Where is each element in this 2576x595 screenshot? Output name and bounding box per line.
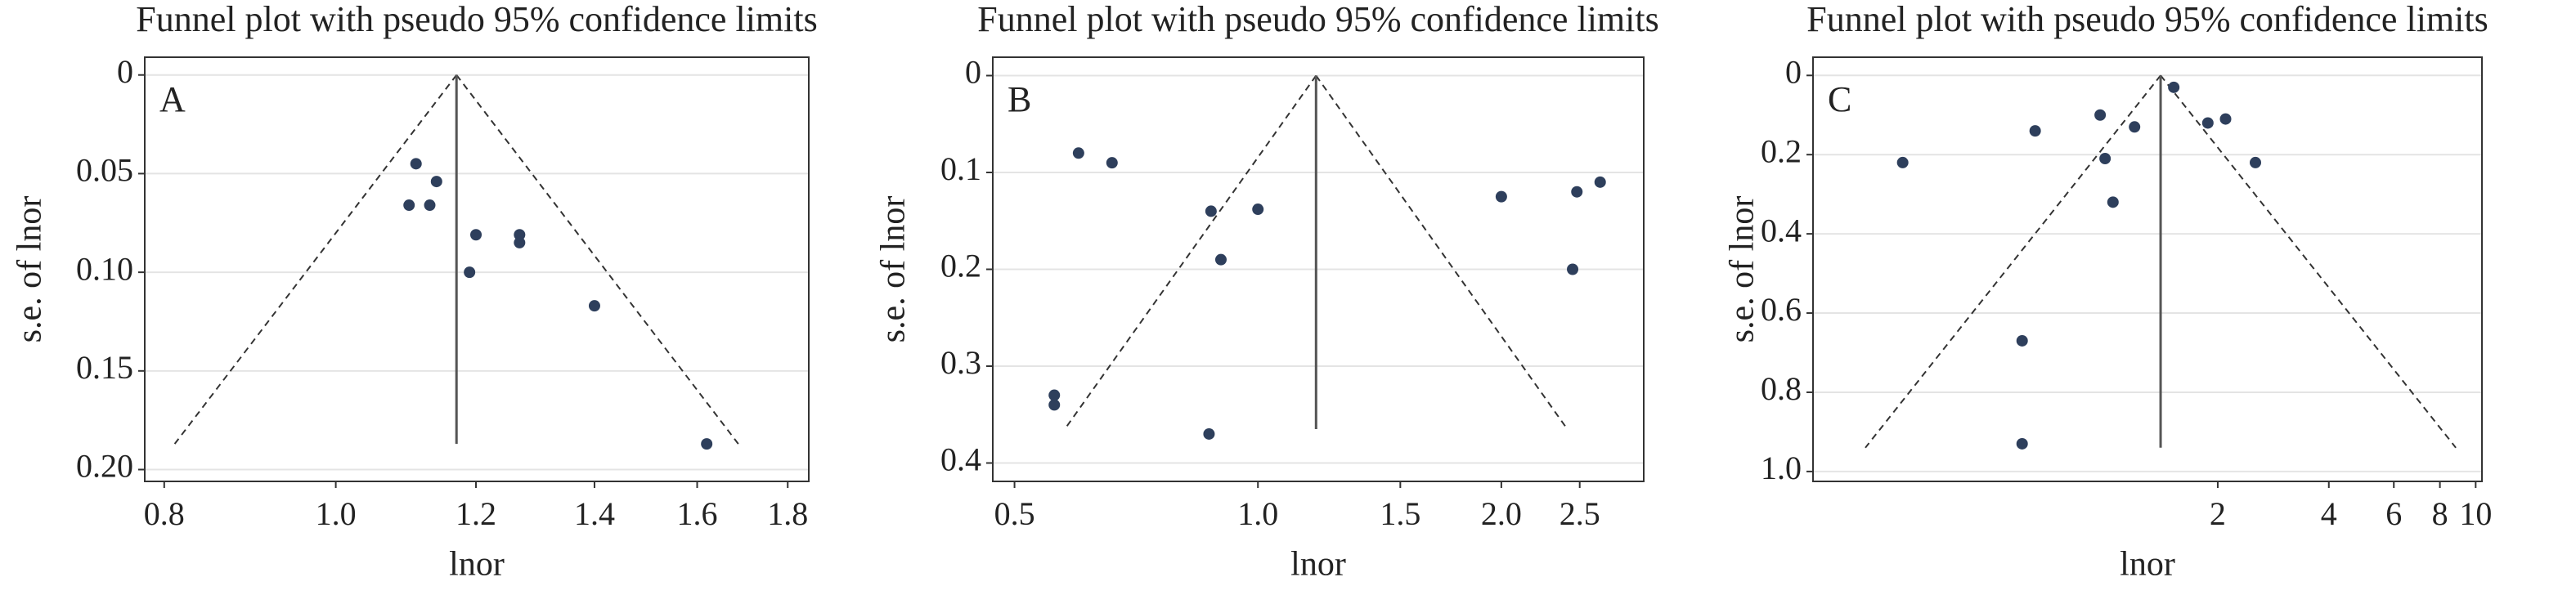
y-tick-label: 0.6 xyxy=(1761,291,1802,328)
funnel-limit xyxy=(173,74,458,445)
chart-title: Funnel plot with pseudo 95% confidence l… xyxy=(136,0,817,39)
study-point xyxy=(1203,427,1215,440)
study-point xyxy=(403,199,415,212)
plot-frame xyxy=(144,56,810,482)
funnel-limit xyxy=(1064,74,1317,430)
study-point xyxy=(1214,253,1227,266)
x-tick-label: 10 xyxy=(2459,495,2492,532)
x-tick-label: 1.0 xyxy=(316,495,357,532)
y-axis-label: s.e. of lnor xyxy=(1724,196,1761,343)
study-point xyxy=(1567,263,1579,275)
y-tick-label: 1.0 xyxy=(1761,450,1802,486)
study-point xyxy=(2094,109,2107,121)
study-point xyxy=(2016,437,2028,450)
x-tick-label: 0.5 xyxy=(994,495,1035,532)
study-point xyxy=(1205,205,1217,217)
y-tick-label: 0.2 xyxy=(940,248,981,284)
study-point xyxy=(2107,196,2119,208)
x-tick-label: 1.2 xyxy=(456,495,496,532)
x-tick-label: 2.0 xyxy=(1481,495,1522,532)
study-point xyxy=(2129,121,2141,133)
y-tick-label: 0 xyxy=(117,53,133,90)
funnel-limit xyxy=(456,74,739,445)
study-point xyxy=(514,236,526,248)
x-tick-label: 1.5 xyxy=(1380,495,1420,532)
x-tick-label: 1.8 xyxy=(767,495,808,532)
y-axis-label: s.e. of lnor xyxy=(11,196,49,343)
y-tick-label: 0.8 xyxy=(1761,370,1802,407)
study-point xyxy=(1072,147,1084,159)
plot-frame xyxy=(1812,56,2483,482)
study-point xyxy=(1106,157,1118,169)
study-point xyxy=(410,158,422,170)
y-tick-label: 0 xyxy=(965,54,981,91)
x-axis-label: lnor xyxy=(2120,546,2175,584)
y-axis-label: s.e. of lnor xyxy=(875,196,913,343)
chart-title: Funnel plot with pseudo 95% confidence l… xyxy=(1806,0,2488,39)
study-point xyxy=(2219,113,2232,125)
study-point xyxy=(514,229,526,241)
x-tick-label: 8 xyxy=(2432,495,2448,532)
y-tick-label: 0.4 xyxy=(940,441,981,478)
study-point xyxy=(701,438,713,450)
study-point xyxy=(464,266,476,279)
y-tick-label: 0.15 xyxy=(76,349,133,386)
study-point xyxy=(470,229,482,241)
study-point xyxy=(1571,186,1583,198)
study-point xyxy=(430,176,442,188)
x-tick-label: 2 xyxy=(2210,495,2226,532)
x-tick-label: 1.0 xyxy=(1237,495,1278,532)
y-tick-label: 0.4 xyxy=(1761,212,1802,248)
study-point xyxy=(1495,190,1507,203)
study-point xyxy=(424,199,436,212)
y-tick-label: 0.10 xyxy=(76,250,133,287)
study-point xyxy=(588,300,600,312)
x-tick-label: 2.5 xyxy=(1560,495,1600,532)
panel-label: A xyxy=(159,79,186,119)
x-tick-label: 0.8 xyxy=(144,495,185,532)
y-tick-label: 0.1 xyxy=(940,150,981,187)
panel-label: B xyxy=(1008,79,1031,119)
study-point xyxy=(1048,389,1061,401)
funnel-limit xyxy=(1315,74,1568,430)
y-tick-label: 0 xyxy=(1785,53,1802,90)
plot-frame xyxy=(992,56,1645,482)
study-point xyxy=(1594,176,1606,188)
y-tick-label: 0.2 xyxy=(1761,132,1802,169)
study-point xyxy=(2099,153,2112,165)
y-tick-label: 0.3 xyxy=(940,344,981,381)
study-point xyxy=(2029,125,2041,137)
x-tick-label: 1.6 xyxy=(677,495,718,532)
x-tick-label: 1.4 xyxy=(574,495,615,532)
study-point xyxy=(1048,399,1061,411)
study-point xyxy=(2201,117,2214,129)
x-axis-label: lnor xyxy=(1290,546,1346,584)
study-point xyxy=(1896,156,1909,168)
x-axis-label: lnor xyxy=(449,546,505,584)
study-point xyxy=(1252,204,1264,216)
y-tick-label: 0.20 xyxy=(76,448,133,485)
chart-title: Funnel plot with pseudo 95% confidence l… xyxy=(977,0,1658,39)
panel-label: C xyxy=(1828,79,1851,119)
x-tick-label: 4 xyxy=(2321,495,2337,532)
study-point xyxy=(2016,334,2028,347)
study-point xyxy=(2168,81,2180,93)
study-point xyxy=(2249,156,2261,168)
x-tick-label: 6 xyxy=(2385,495,2402,532)
y-tick-label: 0.05 xyxy=(76,152,133,189)
